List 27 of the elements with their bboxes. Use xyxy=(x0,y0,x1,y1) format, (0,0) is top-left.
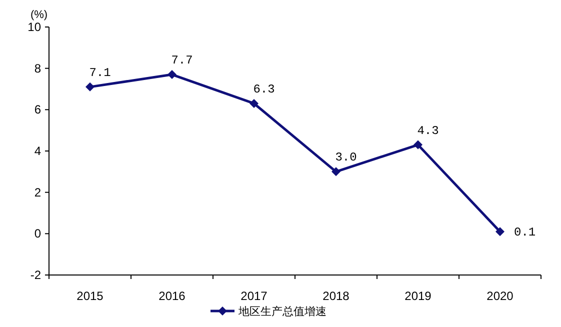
x-tick-label: 2017 xyxy=(240,289,268,303)
data-label: 4.3 xyxy=(417,124,439,138)
point xyxy=(168,70,176,80)
x-tick-label: 2016 xyxy=(158,289,186,303)
x-tick-label: 2018 xyxy=(322,289,350,303)
y-tick-label: 0 xyxy=(34,226,42,241)
data-label: 7.7 xyxy=(171,54,193,68)
data-label: 6.3 xyxy=(253,82,275,96)
y-tick-label: 6 xyxy=(34,102,42,117)
point xyxy=(86,82,94,92)
data-label: 0.1 xyxy=(514,226,536,240)
legend-label: 地区生产总值增速 xyxy=(238,305,326,318)
data-label: 3.0 xyxy=(335,150,357,165)
y-tick-label: 2 xyxy=(34,185,42,200)
x-tick-label: 2019 xyxy=(404,289,432,303)
y-tick-label: 8 xyxy=(34,61,42,76)
x-tick-label: 2015 xyxy=(76,289,104,303)
point xyxy=(414,140,422,150)
point xyxy=(250,98,258,108)
y-tick-label: -2 xyxy=(30,268,42,282)
data-label: 7.1 xyxy=(89,66,111,80)
y-tick-label: 4 xyxy=(34,144,42,158)
x-tick-label: 2020 xyxy=(486,289,514,303)
y-axis-title: (%) xyxy=(30,9,48,21)
y-tick-label: 10 xyxy=(28,20,42,34)
point xyxy=(496,227,504,236)
point xyxy=(332,167,340,176)
